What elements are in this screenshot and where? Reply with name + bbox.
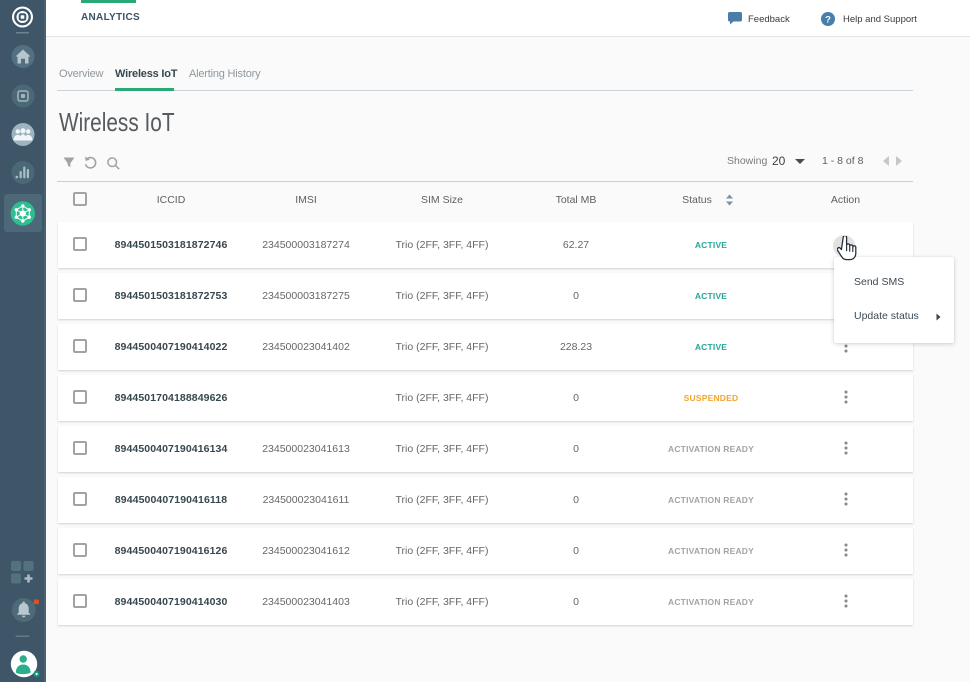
svg-text:?: ? [825, 14, 831, 25]
